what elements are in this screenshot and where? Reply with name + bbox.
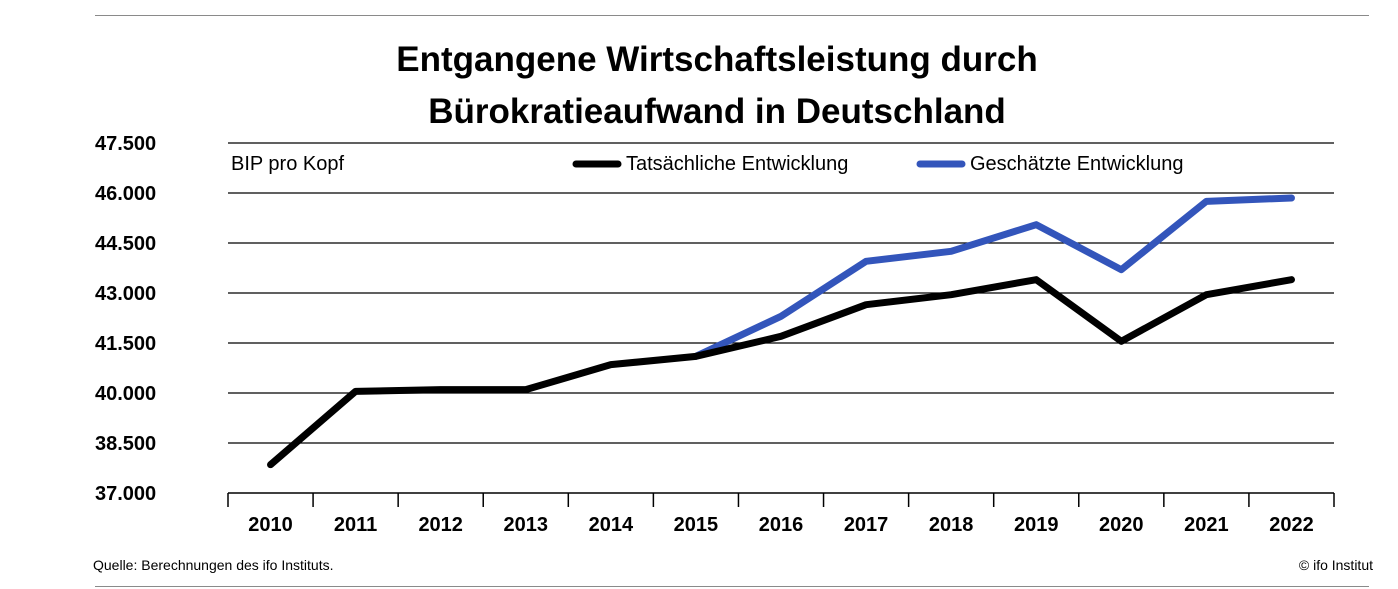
- x-tick-label: 2013: [504, 514, 549, 536]
- copyright-note: © ifo Institut: [1298, 557, 1373, 573]
- x-tick-label: 2014: [589, 514, 634, 536]
- chart-title-line-1: Entgangene Wirtschaftsleistung durch: [396, 40, 1038, 79]
- x-tick-label: 2021: [1184, 514, 1229, 536]
- bottom-rule: [95, 586, 1369, 587]
- source-note: Quelle: Berechnungen des ifo Instituts.: [93, 557, 334, 573]
- y-tick-label: 37.000: [95, 483, 156, 505]
- y-tick-label: 44.500: [95, 233, 156, 255]
- x-axis: [227, 492, 1335, 507]
- legend: Tatsächliche Entwicklung Geschätzte Entwi…: [572, 153, 1183, 175]
- top-rule: [95, 15, 1369, 16]
- legend-label: Geschätzte Entwicklung: [970, 153, 1183, 175]
- y-tick-label: 40.000: [95, 383, 156, 405]
- series-lines: [267, 194, 1295, 469]
- x-tick-label: 2018: [929, 514, 974, 536]
- series-line: [267, 276, 1295, 469]
- chart-title-line-2: Bürokratieaufwand in Deutschland: [428, 92, 1006, 131]
- y-axis-tick-labels: 47.500 46.000 44.500 43.000 41.500 40.000 38.5…: [95, 133, 156, 505]
- series-line: [692, 194, 1295, 360]
- chart-title: Entgangene Wirtschaftsleistung durch Bür…: [95, 34, 1339, 138]
- x-tick-label: 2012: [418, 514, 463, 536]
- y-tick-label: 43.000: [95, 283, 156, 305]
- x-tick-label: 2015: [674, 514, 719, 536]
- y-tick-label: 38.500: [95, 433, 156, 455]
- y-tick-label: 47.500: [95, 133, 156, 155]
- x-tick-label: 2016: [759, 514, 804, 536]
- x-tick-label: 2010: [248, 514, 293, 536]
- y-tick-label: 46.000: [95, 183, 156, 205]
- x-tick-label: 2022: [1269, 514, 1314, 536]
- grid-lines: [228, 142, 1334, 444]
- x-tick-label: 2017: [844, 514, 889, 536]
- y-tick-label: 41.500: [95, 333, 156, 355]
- y-axis-label: BIP pro Kopf: [231, 153, 344, 175]
- legend-label: Tatsächliche Entwicklung: [626, 153, 848, 175]
- x-axis-tick-labels: 2010 2011 2012 2013 2014 2015 2016 2017 2018 2019…: [248, 514, 1313, 536]
- x-tick-label: 2020: [1099, 514, 1144, 536]
- x-tick-label: 2019: [1014, 514, 1059, 536]
- x-tick-label: 2011: [334, 514, 377, 536]
